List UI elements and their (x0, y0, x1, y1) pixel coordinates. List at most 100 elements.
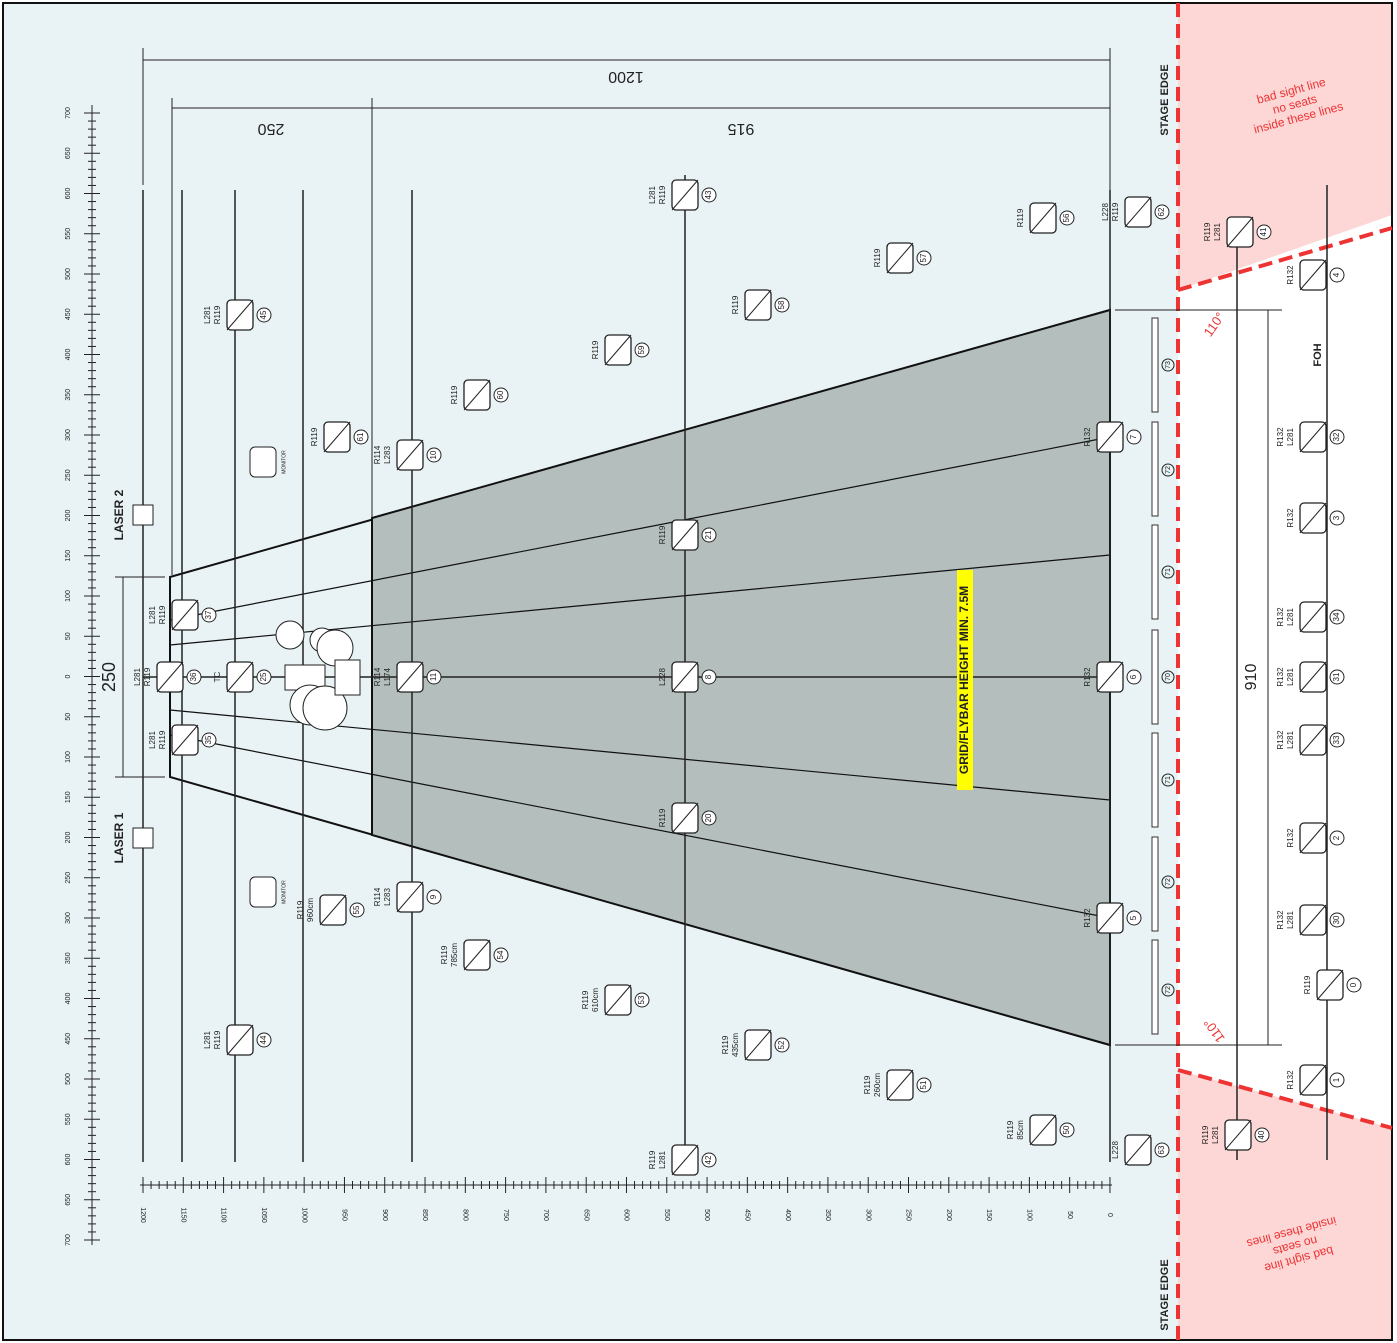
fixture: 61 R119 (310, 421, 369, 453)
monitor-label: MONITOR (281, 450, 287, 474)
fixture-number-ring (1329, 267, 1345, 283)
fixture-lens (604, 334, 632, 366)
fixture-label: L281 (133, 668, 142, 686)
fixture: 6 R132 (1083, 661, 1142, 693)
angle-label: 110° (1201, 1016, 1228, 1046)
fixture: 53 R119 610cm (581, 984, 650, 1016)
truss-number: 71 (1165, 776, 1172, 784)
fixture-label: L281 (1286, 428, 1295, 446)
fixture: 37 L281 R119 (148, 599, 217, 631)
ruler-label: 450 (65, 308, 72, 320)
fixture-label: R132 (1083, 427, 1092, 447)
fixture-lens (396, 439, 424, 471)
fixture-label: R132 (1276, 607, 1285, 627)
fixture-number: 41 (1259, 227, 1268, 236)
fixture-lens (319, 894, 347, 926)
fixture-lens (1299, 724, 1327, 756)
fixture-number-ring (1329, 1072, 1345, 1088)
fixture-lens (1124, 196, 1152, 228)
fixture-number: 40 (1257, 1130, 1266, 1139)
fixture: 31 R132 L281 (1276, 661, 1345, 693)
fixture-label: R119 (873, 248, 882, 267)
fixture-label: R132 (1286, 265, 1295, 285)
ruler-label: 450 (65, 1033, 72, 1045)
fixture-lens (226, 1024, 254, 1056)
fixture-number: 56 (1062, 213, 1071, 222)
fixture-label: 785cm (450, 943, 459, 967)
fixture-number: 0 (1349, 982, 1358, 987)
fixture-label: R114 (373, 445, 382, 464)
fixture-lens (1299, 601, 1327, 633)
fixture-label: L281 (1211, 1126, 1220, 1144)
fixture-label: R119 (158, 730, 167, 749)
dimension-label: 250 (258, 120, 285, 137)
fixture-number-ring (1154, 204, 1170, 220)
ruler-label: 400 (65, 993, 72, 1005)
fixture-number: 3 (1332, 515, 1341, 520)
fixture-lens (156, 661, 184, 693)
fixture-number-ring (1329, 510, 1345, 526)
fixture-number: 2 (1332, 835, 1341, 840)
fixture-label: R114 (373, 887, 382, 906)
fixture-number: 7 (1129, 434, 1138, 439)
ruler-label: 150 (65, 550, 72, 562)
ruler-label: 950 (341, 1209, 348, 1221)
ruler-label: 100 (65, 751, 72, 763)
laser-label: LASER 2 (112, 489, 126, 540)
fixture-lens (396, 881, 424, 913)
fixture-lens (1299, 1064, 1327, 1096)
fixture-lens (1029, 202, 1057, 234)
ruler-label: 700 (65, 1234, 72, 1246)
ruler-label: 650 (65, 147, 72, 159)
fixture-number: 51 (919, 1080, 928, 1089)
fixture-label: L281 (648, 186, 657, 204)
fixture-label: 960cm (306, 898, 315, 922)
fixture: 8 L228 (658, 661, 717, 693)
ruler-label: 300 (864, 1209, 871, 1221)
ruler-label: 250 (65, 872, 72, 884)
fixture-label: R119 (158, 605, 167, 624)
ruler-label: 150 (985, 1209, 992, 1221)
fixture-number: 43 (704, 190, 713, 199)
ruler-label: 450 (744, 1209, 751, 1221)
fixture-label: 435cm (731, 1033, 740, 1057)
fixture-number: 31 (1332, 672, 1341, 681)
fixture-label: R119 (1006, 1120, 1015, 1139)
fixture-lens (671, 661, 699, 693)
fixture-number-ring (201, 732, 217, 748)
fixture: 30 R132 L281 (1276, 904, 1345, 936)
ruler-label: 850 (421, 1209, 428, 1221)
fixture: 1 R132 (1286, 1064, 1345, 1096)
fixture-label: R119 (213, 305, 222, 324)
ruler-label: 300 (65, 429, 72, 441)
fixture-number: 33 (1332, 735, 1341, 744)
sight-line (1177, 226, 1393, 292)
ruler-label: 250 (65, 469, 72, 481)
ruler-label: 1150 (179, 1207, 186, 1222)
truss-number: 71 (1165, 568, 1172, 576)
fixture-number-ring (634, 992, 650, 1008)
fixture-number-ring (1329, 830, 1345, 846)
fixture: 63 L228 (1111, 1134, 1170, 1166)
truss-number-ring (1161, 983, 1175, 997)
fixture-number-ring (774, 297, 790, 313)
fixture: 62 L228 R119 (1101, 196, 1170, 228)
truss-number-ring (1161, 463, 1175, 477)
fixture: 5 R132 (1083, 902, 1142, 934)
fixture-number-ring (701, 527, 717, 543)
fixture-number-ring (1329, 669, 1345, 685)
fixture-label: 85cm (1016, 1120, 1025, 1140)
fixture-label: L281 (203, 306, 212, 324)
fixture-number-ring (256, 307, 272, 323)
fixture-number-ring (349, 902, 365, 918)
fixture: 0 R119 (1303, 969, 1362, 1001)
fixture-number-ring (1154, 1142, 1170, 1158)
fixture-lens (396, 661, 424, 693)
ruler-label: 600 (623, 1209, 630, 1221)
lasers (132, 504, 154, 849)
fixture-number-ring (1059, 1122, 1075, 1138)
dimension-label: 1200 (608, 68, 644, 85)
dimension-label: 910 (1243, 664, 1260, 691)
fixture-label: R132 (1083, 667, 1092, 687)
